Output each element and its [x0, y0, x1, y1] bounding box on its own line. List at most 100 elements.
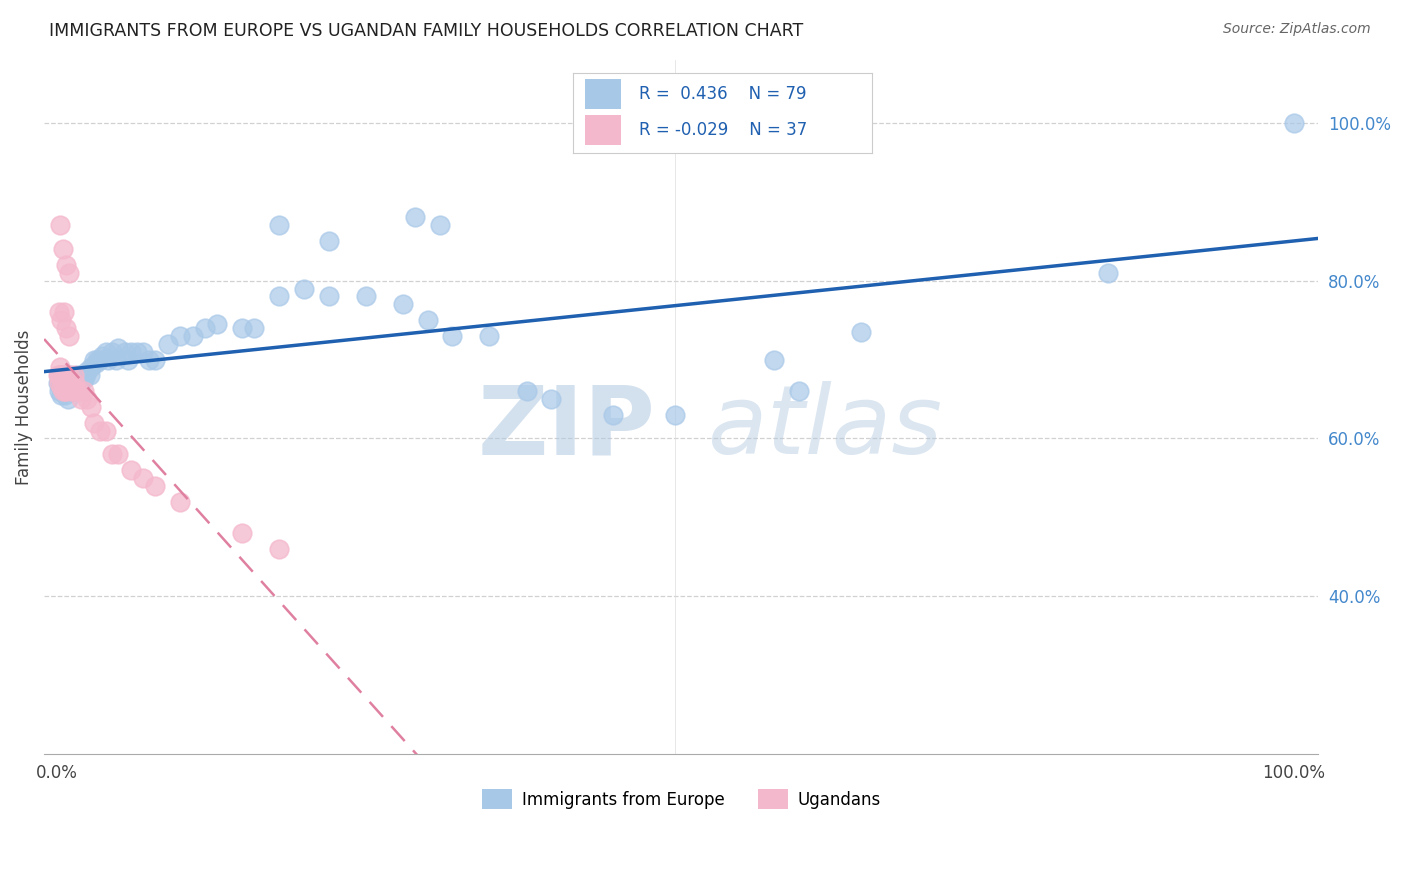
Text: Source: ZipAtlas.com: Source: ZipAtlas.com: [1223, 22, 1371, 37]
Point: [125, 344, 148, 359]
Point: [80, 400, 103, 414]
Point: [49, 368, 72, 383]
Point: [52, 242, 75, 256]
Point: [107, 447, 129, 461]
Point: [46, 368, 69, 383]
Point: [51, 368, 73, 383]
Point: [52, 376, 75, 391]
Point: [48, 305, 70, 319]
Point: [101, 447, 124, 461]
Point: [55, 372, 77, 386]
Point: [441, 329, 464, 343]
Point: [194, 321, 217, 335]
Point: [97, 352, 120, 367]
Point: [51, 313, 73, 327]
Point: [181, 329, 204, 343]
Point: [1282, 116, 1305, 130]
Point: [53, 384, 76, 398]
Point: [49, 360, 72, 375]
Point: [76, 392, 98, 406]
Point: [63, 376, 86, 391]
Point: [58, 368, 80, 383]
Point: [762, 352, 785, 367]
Point: [52, 368, 75, 383]
Point: [292, 281, 315, 295]
Point: [58, 329, 80, 343]
Point: [56, 376, 79, 391]
Point: [117, 352, 139, 367]
Point: [269, 289, 291, 303]
Point: [156, 336, 179, 351]
Point: [62, 368, 84, 383]
Point: [602, 408, 624, 422]
Point: [66, 368, 89, 383]
Point: [52, 368, 75, 383]
Point: [243, 321, 266, 335]
Point: [52, 305, 75, 319]
Point: [53, 368, 76, 383]
Point: [52, 376, 75, 391]
Point: [145, 479, 167, 493]
Point: [55, 258, 77, 272]
Point: [478, 329, 501, 343]
Point: [120, 344, 142, 359]
Point: [69, 376, 91, 391]
Point: [849, 325, 872, 339]
Point: [104, 352, 127, 367]
Point: [83, 416, 105, 430]
Point: [231, 526, 253, 541]
Point: [70, 368, 93, 383]
Point: [70, 392, 93, 406]
Point: [49, 219, 72, 233]
Point: [60, 384, 83, 398]
Point: [52, 384, 75, 398]
Point: [269, 219, 291, 233]
Point: [49, 380, 72, 394]
Point: [1097, 266, 1119, 280]
Point: [94, 424, 117, 438]
Point: [63, 376, 86, 391]
Point: [86, 352, 108, 367]
Text: ZIP: ZIP: [478, 381, 655, 475]
Legend: Immigrants from Europe, Ugandans: Immigrants from Europe, Ugandans: [475, 783, 887, 815]
Point: [169, 494, 191, 508]
Point: [62, 384, 84, 398]
Point: [89, 352, 111, 367]
Text: IMMIGRANTS FROM EUROPE VS UGANDAN FAMILY HOUSEHOLDS CORRELATION CHART: IMMIGRANTS FROM EUROPE VS UGANDAN FAMILY…: [49, 22, 803, 40]
Text: atlas: atlas: [707, 381, 942, 475]
Y-axis label: Family Households: Family Households: [15, 329, 32, 484]
Point: [83, 352, 105, 367]
Point: [67, 384, 90, 398]
Point: [65, 384, 87, 398]
Point: [80, 360, 103, 375]
Point: [392, 297, 415, 311]
Point: [58, 368, 80, 383]
Point: [231, 321, 253, 335]
Point: [73, 372, 96, 386]
Point: [94, 344, 117, 359]
Point: [60, 376, 83, 391]
Point: [51, 388, 73, 402]
Point: [89, 424, 111, 438]
Point: [59, 376, 82, 391]
Point: [664, 408, 686, 422]
Point: [354, 289, 377, 303]
Point: [46, 376, 69, 391]
Point: [51, 380, 73, 394]
Point: [52, 380, 75, 394]
Point: [59, 380, 82, 394]
Point: [138, 352, 160, 367]
Point: [55, 384, 77, 398]
Point: [404, 211, 426, 225]
Point: [516, 384, 538, 398]
Point: [318, 234, 340, 248]
Point: [52, 376, 75, 391]
Point: [269, 541, 291, 556]
Point: [76, 364, 98, 378]
Point: [48, 384, 70, 398]
Point: [75, 368, 97, 383]
Point: [51, 372, 73, 386]
Point: [318, 289, 340, 303]
Point: [65, 380, 87, 394]
Point: [48, 376, 70, 391]
